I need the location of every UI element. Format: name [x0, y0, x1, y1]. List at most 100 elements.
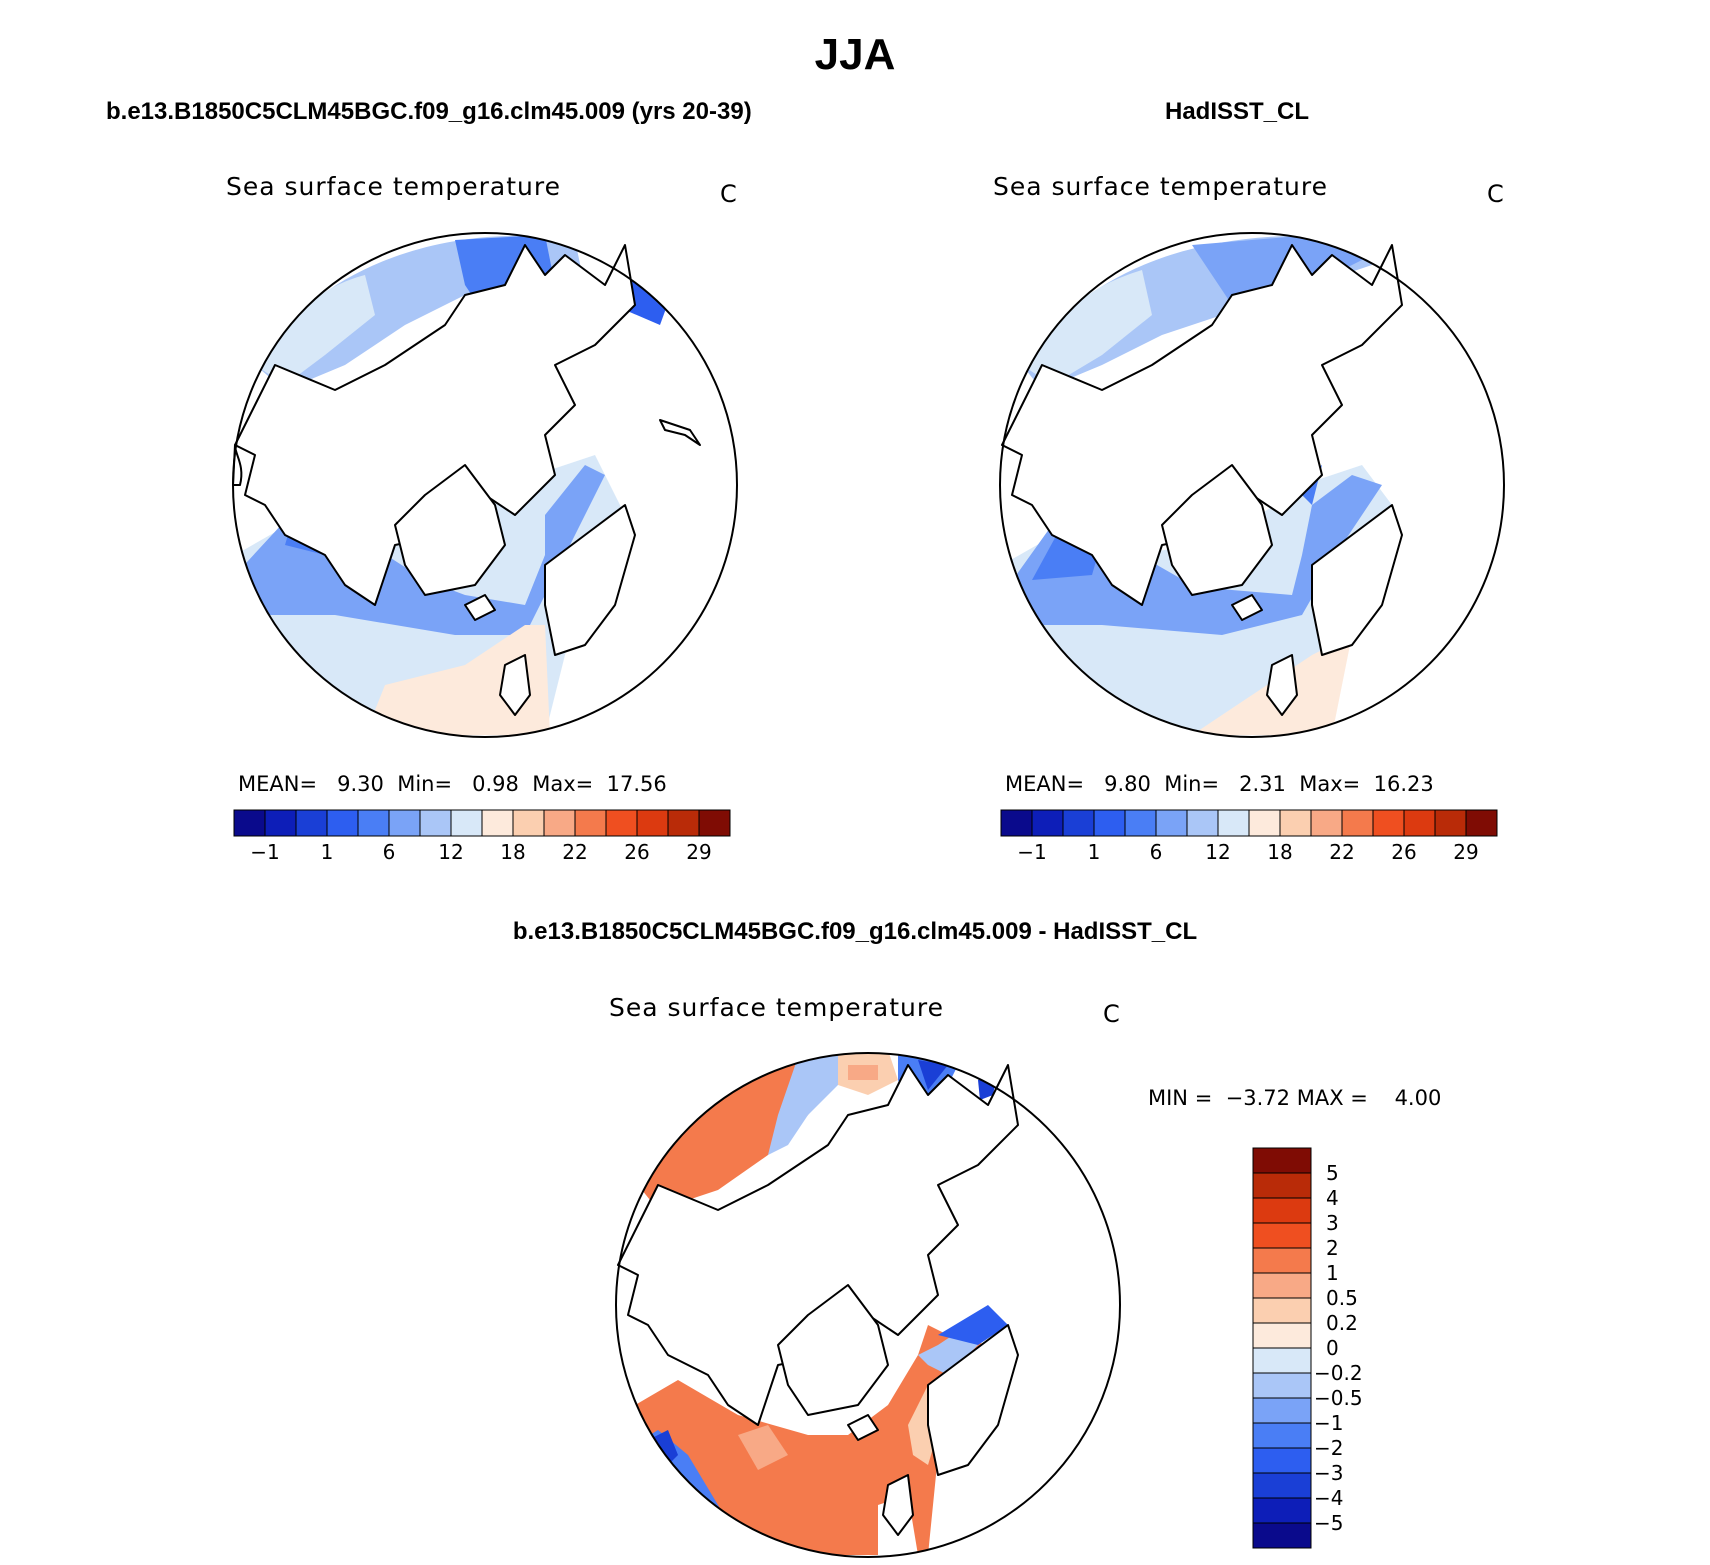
panel-3-map [615, 1052, 1121, 1558]
colorbar-box [326, 809, 359, 837]
panel-2-mean: 9.80 [1104, 772, 1151, 796]
colorbar-box [574, 809, 607, 837]
panel-2-stats: MEAN= 9.80 Min= 2.31 Max= 16.23 [1005, 772, 1434, 796]
colorbar-tick-label: 6 [1149, 840, 1163, 864]
panel-1-max-label: Max= [532, 772, 594, 796]
colorbar-tick-label: 29 [686, 840, 712, 864]
colorbar-tick-label: 12 [1205, 840, 1231, 864]
panel-3-colorbar [1252, 1147, 1312, 1549]
colorbar-box [1434, 809, 1467, 837]
colorbar-box [1252, 1522, 1312, 1549]
panel-1-variable: Sea surface temperature [226, 172, 561, 201]
colorbar-box [1093, 809, 1126, 837]
colorbar-tick-label: 18 [1267, 840, 1293, 864]
colorbar-box [1124, 809, 1157, 837]
colorbar-box [1031, 809, 1064, 837]
colorbar-box [636, 809, 669, 837]
colorbar-box [419, 809, 452, 837]
colorbar-tick-label: −0.5 [1314, 1386, 1363, 1410]
panel-1-title: b.e13.B1850C5CLM45BGC.f09_g16.clm45.009 … [106, 98, 752, 125]
panel-1-max: 17.56 [606, 772, 667, 796]
colorbar-box [233, 809, 266, 837]
colorbar-box [1252, 1422, 1312, 1449]
colorbar-tick-label: −5 [1314, 1511, 1344, 1535]
colorbar-tick-label: 0.5 [1326, 1286, 1358, 1310]
colorbar-box [1279, 809, 1312, 837]
colorbar-box [1252, 1222, 1312, 1249]
colorbar-tick-label: 3 [1326, 1211, 1339, 1235]
colorbar-box [1252, 1397, 1312, 1424]
panel-3-max-label: MAX = [1296, 1086, 1368, 1110]
colorbar-box [1341, 809, 1374, 837]
panel-2-min-label: Min= [1164, 772, 1220, 796]
panel-2-max: 16.23 [1373, 772, 1434, 796]
panel-2-min: 2.31 [1239, 772, 1286, 796]
colorbar-tick-label: 1 [1326, 1261, 1339, 1285]
panel-2-map [999, 232, 1505, 738]
colorbar-tick-label: 18 [500, 840, 526, 864]
panel-3-min: −3.72 [1225, 1086, 1291, 1110]
panel-2-title: HadISST_CL [1165, 98, 1310, 125]
colorbar-box [1062, 809, 1095, 837]
colorbar-box [1252, 1272, 1312, 1299]
colorbar-box [1252, 1147, 1312, 1174]
colorbar-box [1248, 809, 1281, 837]
colorbar-box [1155, 809, 1188, 837]
colorbar-box [1252, 1447, 1312, 1474]
colorbar-tick-label: 5 [1326, 1161, 1339, 1185]
colorbar-box [1372, 809, 1405, 837]
colorbar-tick-label: −2 [1314, 1436, 1344, 1460]
colorbar-box [264, 809, 297, 837]
colorbar-tick-label: −4 [1314, 1486, 1344, 1510]
colorbar-box [512, 809, 545, 837]
colorbar-tick-label: 0.2 [1326, 1311, 1358, 1335]
colorbar-box [1465, 809, 1498, 837]
colorbar-tick-label: 26 [1391, 840, 1417, 864]
colorbar-tick-label: 22 [1329, 840, 1355, 864]
panel-1-colorbar [233, 809, 731, 837]
colorbar-tick-label: −1 [250, 840, 280, 864]
panel-3-colorbar-ticks: 5 4 3 2 1 0.5 0.2 0 −0.2 −0.5 −1 −2 −3 −4 −5 [1314, 1148, 1408, 1548]
panel-2-mean-label: MEAN= [1005, 772, 1085, 796]
panel-2-variable: Sea surface temperature [993, 172, 1328, 201]
colorbar-box [388, 809, 421, 837]
panel-1-stats: MEAN= 9.30 Min= 0.98 Max= 17.56 [238, 772, 667, 796]
colorbar-box [1310, 809, 1343, 837]
colorbar-box [450, 809, 483, 837]
colorbar-box [1252, 1247, 1312, 1274]
colorbar-box [1252, 1347, 1312, 1374]
colorbar-tick-label: 22 [562, 840, 588, 864]
colorbar-box [667, 809, 700, 837]
colorbar-box [1252, 1472, 1312, 1499]
panel-3-units: C [1103, 1000, 1120, 1028]
panel-1-min: 0.98 [472, 772, 519, 796]
colorbar-tick-label: 0 [1326, 1336, 1339, 1360]
panel-1-colorbar-boxes [233, 809, 731, 837]
panel-2-units: C [1487, 180, 1504, 208]
figure-title: JJA [814, 30, 896, 79]
panel-1-mean-label: MEAN= [238, 772, 318, 796]
panel-1-units: C [720, 180, 737, 208]
colorbar-tick-label: 26 [624, 840, 650, 864]
colorbar-box [1252, 1297, 1312, 1324]
panel-3-stats: MIN = −3.72 MAX = 4.00 [1148, 1086, 1441, 1110]
colorbar-tick-label: 2 [1326, 1236, 1339, 1260]
colorbar-box [1000, 809, 1033, 837]
colorbar-tick-label: −1 [1017, 840, 1047, 864]
colorbar-box [1252, 1197, 1312, 1224]
panel-1-colorbar-ticks: −1 1 6 12 18 22 26 29 [234, 840, 730, 866]
colorbar-box [1403, 809, 1436, 837]
colorbar-box [1252, 1322, 1312, 1349]
colorbar-box [1252, 1372, 1312, 1399]
panel-1-mean: 9.30 [337, 772, 384, 796]
colorbar-tick-label: 29 [1453, 840, 1479, 864]
colorbar-box [698, 809, 731, 837]
colorbar-tick-label: 4 [1326, 1186, 1339, 1210]
colorbar-box [605, 809, 638, 837]
colorbar-tick-label: 1 [320, 840, 334, 864]
colorbar-box [1252, 1497, 1312, 1524]
panel-3-min-label: MIN = [1148, 1086, 1213, 1110]
colorbar-tick-label: −1 [1314, 1411, 1344, 1435]
panel-2-coastlines [1001, 244, 1403, 716]
panel-3-colorbar-boxes [1252, 1147, 1312, 1549]
